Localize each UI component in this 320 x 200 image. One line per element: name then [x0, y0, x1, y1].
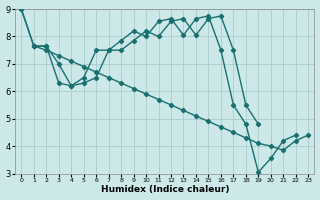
X-axis label: Humidex (Indice chaleur): Humidex (Indice chaleur) [100, 185, 229, 194]
